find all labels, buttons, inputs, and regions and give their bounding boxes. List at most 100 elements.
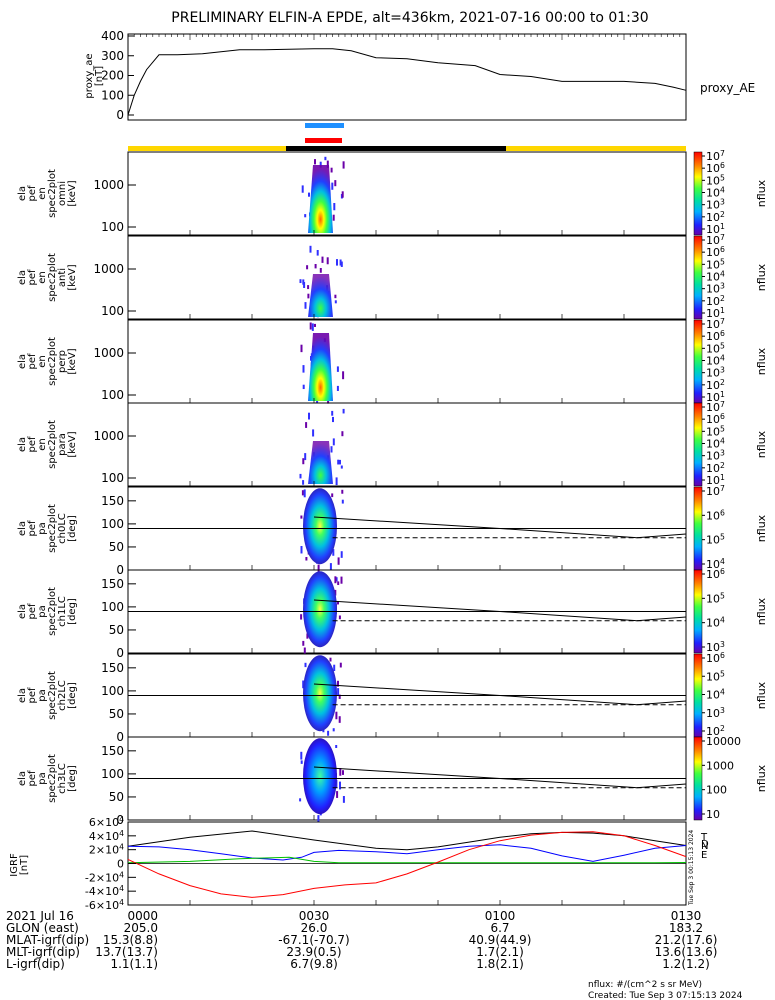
speckle [332, 438, 335, 446]
speckle [337, 601, 339, 605]
x-row-value: 0000 [127, 909, 158, 923]
colorbar-tick-label: 106 [706, 245, 725, 259]
colorbar-tick-label: 105 [706, 424, 725, 438]
speckle [340, 576, 343, 584]
ylabel-line: pef [27, 520, 38, 537]
loss-cone-line [313, 683, 687, 706]
x-row-label: 2021 Jul 16 [6, 909, 74, 923]
ylabel-line: ela [17, 604, 28, 619]
colorbar-label-text: nflux [755, 263, 768, 291]
panel-pa-ch2: 0 50 100 150 ela pef pa spec2plot ch2LC [deg] 102 1… [17, 651, 768, 744]
ae-tick-label: 200 [101, 69, 124, 83]
speckle [302, 458, 305, 465]
ylabel-line: [deg] [67, 515, 78, 542]
colorbar-tick-label: 107 [706, 233, 725, 247]
colorbar-tick-label: 106 [706, 651, 725, 665]
speckle [336, 791, 339, 798]
ylabel-line: spec2plot [47, 253, 58, 302]
speckle [342, 796, 345, 803]
x-row-value: 23.9(0.5) [286, 945, 341, 959]
speckle [302, 680, 305, 689]
speckle [329, 657, 332, 662]
speckle [333, 664, 336, 672]
x-row-value: -67.1(-70.7) [278, 933, 349, 947]
colorbar-tick-label: 105 [706, 341, 725, 355]
y-tick-label: 1000 [93, 346, 124, 360]
speckle [303, 647, 306, 655]
x-row-value: 0130 [671, 909, 702, 923]
igrf-tick-label: -2×104 [85, 870, 124, 884]
ylabel-line: anti [57, 268, 68, 287]
x-row-value: 13.7(13.7) [95, 945, 158, 959]
x-row-value: 0030 [299, 909, 330, 923]
pitch-angle-blob [303, 488, 337, 565]
pitch-angle-blob [303, 571, 337, 648]
speckle [340, 551, 343, 558]
speckle [304, 302, 307, 309]
ylabel-line: pef [27, 687, 38, 704]
y-tick-label: 100 [101, 304, 124, 318]
speckle [319, 268, 322, 273]
speckle [339, 768, 342, 776]
colorbar-label-text: nflux [755, 347, 768, 375]
igrf-down-line [127, 831, 687, 898]
proxy-ae-panel: 0 100 200 300 400 proxy_ae [nT] proxy_AE [84, 29, 755, 122]
speckle [342, 408, 345, 414]
speckle [339, 781, 341, 790]
colorbar-label: nflux [755, 597, 768, 625]
speckle [334, 576, 337, 584]
y-tick-label: 50 [109, 623, 124, 637]
colorbar-tick-label: 102 [706, 294, 725, 308]
pitch-angle-blob [303, 738, 337, 815]
loss-cone-line [313, 516, 687, 539]
colorbar-tick-label: 106 [706, 161, 725, 175]
colorbar-tick-label: 103 [706, 282, 725, 296]
colorbar-tick-label: 104 [706, 616, 725, 630]
colorbar-tick-label: 105 [706, 257, 725, 271]
speckle [304, 662, 307, 668]
colorbar [693, 736, 703, 821]
speckle [303, 282, 306, 288]
colorbar-tick-label: 10 [706, 808, 720, 821]
ylabel-line: ela [17, 688, 28, 703]
panel-ylabel: ela pef en spec2plot omni [keV] [17, 169, 78, 218]
speckle [301, 490, 304, 496]
speckle [317, 815, 320, 823]
speckle [326, 160, 329, 168]
speckle [341, 489, 344, 494]
panel-frame [127, 402, 687, 487]
ylabel-line: spec2plot [47, 169, 58, 218]
colorbar-tick-label: 103 [706, 706, 725, 720]
colorbar-tick-label: 101 [706, 473, 725, 487]
loss-cone-line [313, 766, 687, 789]
x-row-value: 6.7 [490, 921, 509, 935]
ylabel-line: pef [27, 185, 38, 202]
speckle [329, 563, 332, 570]
ylabel-line: en [37, 355, 48, 368]
y-tick-label: 0 [116, 813, 124, 827]
speckle [302, 640, 305, 646]
speckle [302, 384, 305, 390]
colorbar-tick-label: 105 [706, 173, 725, 187]
x-row-value: 183.2 [669, 921, 703, 935]
colorbar-tick-label: 101 [706, 222, 725, 236]
ylabel-line: spec2plot [47, 504, 58, 553]
speckle [334, 300, 337, 304]
speckle [336, 259, 338, 266]
y-tick-label: 1000 [93, 429, 124, 443]
y-tick-label: 150 [101, 577, 124, 591]
panel-pa-ch1: 0 50 100 150 ela pef pa spec2plot ch1LC [deg] 103 1… [17, 567, 768, 660]
ylabel-line: ch0LC [57, 513, 68, 544]
colorbar-label-text: nflux [755, 597, 768, 625]
speckle [331, 493, 334, 498]
colorbar [693, 151, 703, 236]
units-note: nflux: #/(cm^2 s sr MeV) [588, 980, 702, 990]
colorbar-label: nflux [755, 764, 768, 792]
speckle [338, 615, 341, 620]
speckle [308, 192, 310, 197]
colorbar-tick-label: 102 [706, 461, 725, 475]
speckle [299, 473, 302, 479]
